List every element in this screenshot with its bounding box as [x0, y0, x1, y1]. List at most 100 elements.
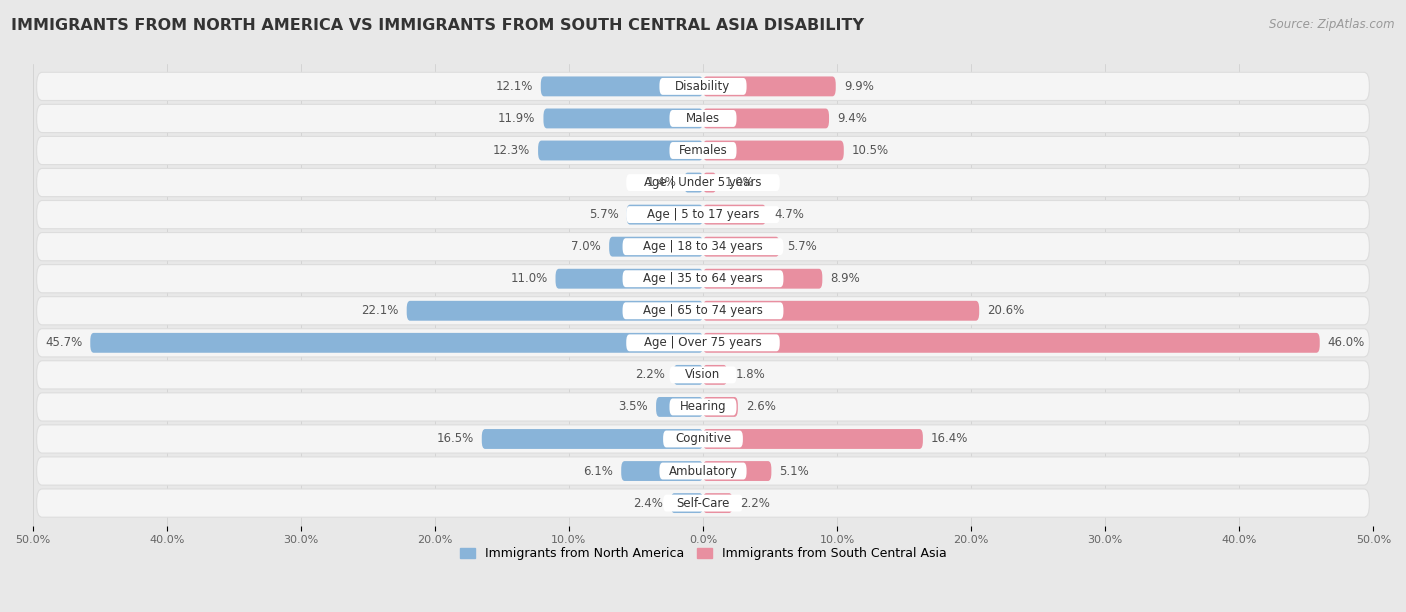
FancyBboxPatch shape [37, 360, 1369, 389]
Text: 46.0%: 46.0% [1327, 337, 1365, 349]
Text: 16.5%: 16.5% [436, 433, 474, 446]
FancyBboxPatch shape [664, 494, 742, 512]
Text: 5.7%: 5.7% [589, 208, 619, 221]
FancyBboxPatch shape [482, 429, 703, 449]
FancyBboxPatch shape [703, 461, 772, 481]
Text: Age | 5 to 17 years: Age | 5 to 17 years [647, 208, 759, 221]
FancyBboxPatch shape [703, 493, 733, 513]
Legend: Immigrants from North America, Immigrants from South Central Asia: Immigrants from North America, Immigrant… [454, 542, 952, 565]
Text: Source: ZipAtlas.com: Source: ZipAtlas.com [1270, 18, 1395, 31]
FancyBboxPatch shape [703, 237, 779, 256]
Text: Disability: Disability [675, 80, 731, 93]
FancyBboxPatch shape [673, 365, 703, 385]
Text: 4.7%: 4.7% [775, 208, 804, 221]
FancyBboxPatch shape [37, 201, 1369, 229]
FancyBboxPatch shape [703, 108, 830, 129]
FancyBboxPatch shape [703, 429, 922, 449]
FancyBboxPatch shape [37, 329, 1369, 357]
FancyBboxPatch shape [657, 397, 703, 417]
Text: 7.0%: 7.0% [571, 240, 602, 253]
FancyBboxPatch shape [37, 425, 1369, 453]
Text: 5.1%: 5.1% [779, 465, 810, 477]
Text: 12.1%: 12.1% [495, 80, 533, 93]
Text: 11.0%: 11.0% [510, 272, 547, 285]
FancyBboxPatch shape [664, 430, 742, 447]
FancyBboxPatch shape [669, 398, 737, 416]
FancyBboxPatch shape [703, 141, 844, 160]
Text: 22.1%: 22.1% [361, 304, 399, 317]
FancyBboxPatch shape [627, 204, 703, 225]
FancyBboxPatch shape [37, 105, 1369, 133]
Text: Males: Males [686, 112, 720, 125]
Text: 16.4%: 16.4% [931, 433, 969, 446]
FancyBboxPatch shape [37, 457, 1369, 485]
Text: 8.9%: 8.9% [831, 272, 860, 285]
FancyBboxPatch shape [37, 264, 1369, 293]
FancyBboxPatch shape [703, 301, 979, 321]
FancyBboxPatch shape [538, 141, 703, 160]
FancyBboxPatch shape [37, 489, 1369, 517]
FancyBboxPatch shape [659, 78, 747, 95]
FancyBboxPatch shape [544, 108, 703, 129]
FancyBboxPatch shape [703, 76, 835, 96]
FancyBboxPatch shape [90, 333, 703, 353]
Text: 3.5%: 3.5% [619, 400, 648, 414]
FancyBboxPatch shape [623, 271, 783, 287]
Text: Self-Care: Self-Care [676, 496, 730, 510]
FancyBboxPatch shape [671, 493, 703, 513]
Text: 1.0%: 1.0% [724, 176, 754, 189]
FancyBboxPatch shape [555, 269, 703, 289]
Text: Ambulatory: Ambulatory [668, 465, 738, 477]
Text: Age | Under 5 years: Age | Under 5 years [644, 176, 762, 189]
FancyBboxPatch shape [541, 76, 703, 96]
FancyBboxPatch shape [703, 173, 717, 193]
FancyBboxPatch shape [659, 463, 747, 479]
FancyBboxPatch shape [609, 237, 703, 256]
FancyBboxPatch shape [626, 206, 780, 223]
FancyBboxPatch shape [703, 333, 1320, 353]
Text: 12.3%: 12.3% [492, 144, 530, 157]
Text: 2.6%: 2.6% [747, 400, 776, 414]
Text: Age | Over 75 years: Age | Over 75 years [644, 337, 762, 349]
Text: Cognitive: Cognitive [675, 433, 731, 446]
FancyBboxPatch shape [37, 136, 1369, 165]
Text: 2.4%: 2.4% [633, 496, 662, 510]
Text: IMMIGRANTS FROM NORTH AMERICA VS IMMIGRANTS FROM SOUTH CENTRAL ASIA DISABILITY: IMMIGRANTS FROM NORTH AMERICA VS IMMIGRA… [11, 18, 865, 34]
FancyBboxPatch shape [37, 168, 1369, 196]
FancyBboxPatch shape [685, 173, 703, 193]
Text: 9.9%: 9.9% [844, 80, 873, 93]
Text: 11.9%: 11.9% [498, 112, 536, 125]
Text: 2.2%: 2.2% [636, 368, 665, 381]
Text: 2.2%: 2.2% [741, 496, 770, 510]
Text: 9.4%: 9.4% [837, 112, 868, 125]
FancyBboxPatch shape [37, 393, 1369, 421]
FancyBboxPatch shape [703, 204, 766, 225]
FancyBboxPatch shape [37, 233, 1369, 261]
FancyBboxPatch shape [669, 367, 737, 383]
Text: 6.1%: 6.1% [583, 465, 613, 477]
Text: 20.6%: 20.6% [987, 304, 1025, 317]
FancyBboxPatch shape [623, 238, 783, 255]
FancyBboxPatch shape [37, 297, 1369, 325]
Text: Hearing: Hearing [679, 400, 727, 414]
FancyBboxPatch shape [626, 334, 780, 351]
Text: Age | 65 to 74 years: Age | 65 to 74 years [643, 304, 763, 317]
FancyBboxPatch shape [703, 397, 738, 417]
FancyBboxPatch shape [703, 269, 823, 289]
Text: Age | 18 to 34 years: Age | 18 to 34 years [643, 240, 763, 253]
Text: Females: Females [679, 144, 727, 157]
FancyBboxPatch shape [626, 174, 780, 191]
Text: 10.5%: 10.5% [852, 144, 889, 157]
FancyBboxPatch shape [406, 301, 703, 321]
FancyBboxPatch shape [669, 110, 737, 127]
FancyBboxPatch shape [623, 302, 783, 319]
Text: 1.4%: 1.4% [647, 176, 676, 189]
Text: 5.7%: 5.7% [787, 240, 817, 253]
Text: Vision: Vision [685, 368, 721, 381]
Text: 45.7%: 45.7% [45, 337, 82, 349]
FancyBboxPatch shape [669, 142, 737, 159]
FancyBboxPatch shape [37, 72, 1369, 100]
FancyBboxPatch shape [703, 365, 727, 385]
Text: 1.8%: 1.8% [735, 368, 765, 381]
FancyBboxPatch shape [621, 461, 703, 481]
